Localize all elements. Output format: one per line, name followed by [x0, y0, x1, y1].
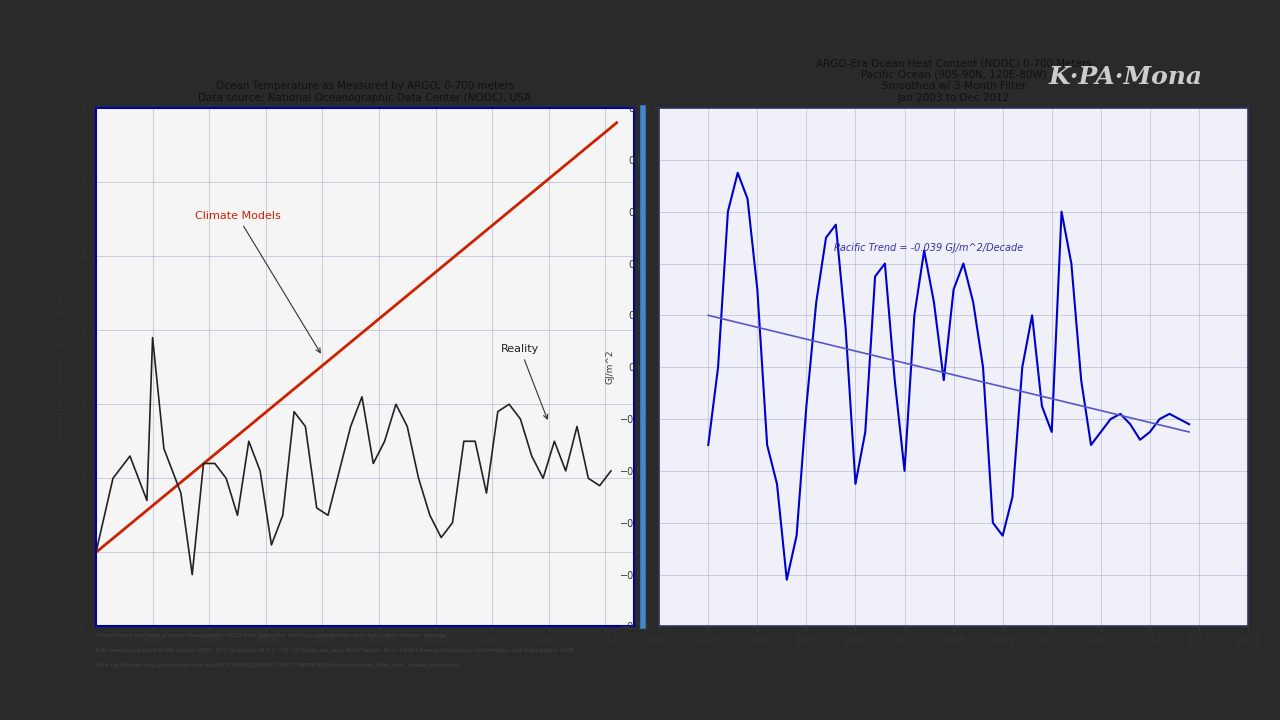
Text: Bob measures arrived in the quarter 2003. IPCC projection of 0.1 * 10^22 Joules : Bob measures arrived in the quarter 2003… — [96, 647, 575, 652]
Title: ARGO-Era Ocean Heat Content (NODC) 0-700 Meters
Pacific Ocean (90S-90N, 120E-80W: ARGO-Era Ocean Heat Content (NODC) 0-700… — [815, 58, 1092, 103]
Text: Climate Models: Climate Models — [195, 211, 320, 353]
Text: Reality: Reality — [502, 344, 548, 419]
Y-axis label: GJ/m^2: GJ/m^2 — [605, 350, 614, 384]
Y-axis label: Ocean Heat Content, 10^22 Joules: Ocean Heat Content, 10^22 Joules — [58, 288, 67, 446]
Text: Oceans have only been properly measured by ARGO. Prior data prior has huge uncer: Oceans have only been properly measured … — [96, 633, 448, 638]
Text: K·PA·Mona: K·PA·Mona — [1050, 65, 1203, 89]
Text: Data: ftp://ftp.nodc.noaa.gov/pub/data.nodc/woa/DATA_ANALYSIS/3M00/0_HEAT_CONTEN: Data: ftp://ftp.nodc.noaa.gov/pub/data.n… — [96, 662, 460, 667]
Text: Pacific Trend = -0.039 GJ/m^2/Decade: Pacific Trend = -0.039 GJ/m^2/Decade — [835, 243, 1024, 253]
Title: Ocean Temperature as Measured by ARGO, 0-700 meters
Data source: National Oceano: Ocean Temperature as Measured by ARGO, 0… — [198, 81, 531, 103]
